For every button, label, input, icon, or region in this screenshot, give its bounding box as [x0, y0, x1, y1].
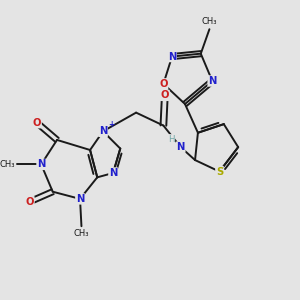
Text: N: N	[208, 76, 217, 86]
Text: O: O	[160, 90, 169, 100]
Text: O: O	[159, 79, 168, 89]
Text: +: +	[108, 121, 114, 130]
Text: N: N	[176, 142, 185, 152]
Text: O: O	[26, 197, 34, 207]
Text: CH₃: CH₃	[202, 17, 217, 26]
Text: N: N	[109, 168, 117, 178]
Text: N: N	[37, 159, 45, 170]
Text: N: N	[76, 194, 84, 204]
Text: H: H	[168, 135, 175, 144]
Text: N: N	[99, 126, 107, 136]
Text: O: O	[33, 118, 41, 128]
Text: CH₃: CH₃	[74, 229, 89, 238]
Text: S: S	[216, 167, 223, 177]
Text: CH₃: CH₃	[0, 160, 15, 169]
Text: N: N	[168, 52, 176, 61]
